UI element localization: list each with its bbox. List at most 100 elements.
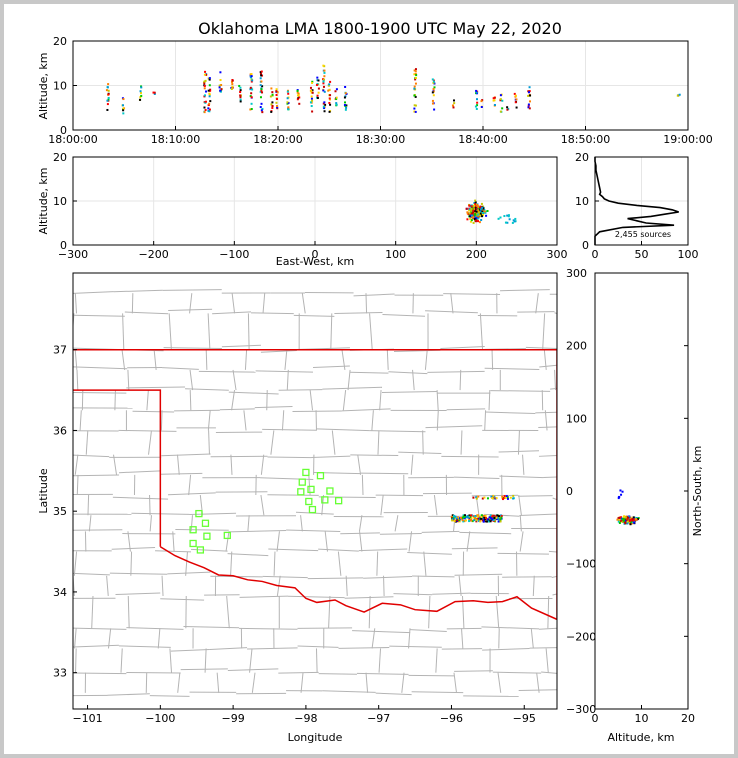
- lightning-source: [203, 95, 206, 98]
- county-line: [293, 314, 335, 317]
- lightning-source: [343, 104, 346, 107]
- lightning-source: [317, 79, 320, 82]
- county-line: [535, 411, 557, 414]
- time-height-sources: [105, 64, 681, 115]
- ns-height-ylabel: North-South, km: [691, 446, 704, 537]
- lightning-source: [458, 520, 461, 523]
- county-line: [243, 410, 247, 431]
- longitude-tick-label: −95: [513, 712, 536, 725]
- county-line: [458, 575, 462, 597]
- county-line: [189, 512, 237, 516]
- county-line: [227, 668, 279, 671]
- county-line: [519, 531, 524, 552]
- lightning-source: [617, 520, 620, 523]
- county-line: [393, 349, 441, 352]
- plan-view-sources: [450, 494, 515, 523]
- lightning-source: [275, 93, 278, 96]
- lightning-source: [636, 518, 639, 521]
- lightning-source: [497, 217, 500, 220]
- lightning-source: [261, 107, 264, 110]
- lightning-source: [465, 207, 468, 210]
- lightning-source: [107, 96, 110, 99]
- lightning-source: [261, 85, 264, 88]
- county-line: [551, 575, 557, 578]
- lightning-source: [204, 108, 207, 111]
- county-line: [422, 430, 424, 455]
- lightning-source: [511, 221, 514, 224]
- time-tick-label: 19:00:00: [663, 133, 712, 146]
- lightning-source: [310, 90, 313, 93]
- lightning-source: [476, 104, 479, 107]
- lightning-source: [230, 87, 233, 90]
- longitude-tick-label: −100: [145, 712, 175, 725]
- lightning-source: [207, 103, 210, 106]
- lightning-source: [499, 216, 502, 219]
- county-line: [75, 648, 77, 673]
- lightning-source: [276, 106, 279, 109]
- county-line: [160, 472, 203, 475]
- height-histogram-panel: 0 50 100 0 10 20 2,455 sources: [575, 151, 699, 261]
- county-line: [149, 495, 151, 516]
- lightning-source: [251, 88, 254, 91]
- county-line: [109, 572, 168, 575]
- lightning-source: [139, 90, 142, 93]
- lightning-source: [468, 204, 471, 207]
- lightning-source: [230, 80, 233, 83]
- lightning-source: [208, 95, 211, 98]
- lightning-source: [249, 95, 252, 98]
- lightning-source: [451, 514, 454, 517]
- lightning-source: [413, 69, 416, 72]
- lightning-source: [506, 214, 509, 217]
- county-line: [316, 428, 370, 432]
- county-line: [169, 648, 173, 673]
- county-line: [375, 692, 412, 696]
- lightning-source: [631, 522, 634, 525]
- ew-height-xlabel: East-West, km: [276, 255, 354, 268]
- lightning-source: [414, 104, 417, 107]
- lightning-source: [481, 215, 484, 218]
- county-line: [162, 367, 199, 370]
- county-line: [356, 672, 409, 675]
- lightning-source: [470, 214, 473, 217]
- lightning-source: [513, 220, 516, 223]
- latitude-tick-label: 37: [53, 344, 67, 357]
- lightning-source: [327, 84, 330, 87]
- lightning-source: [622, 519, 625, 522]
- county-line: [297, 627, 353, 629]
- lightning-source: [470, 519, 473, 522]
- county-line: [262, 293, 266, 314]
- lightning-source: [480, 105, 483, 108]
- lightning-source: [335, 97, 338, 100]
- lightning-source: [491, 516, 494, 519]
- lightning-source: [465, 516, 468, 519]
- red-river-border: [159, 546, 557, 621]
- county-line: [538, 455, 557, 457]
- lightning-source: [629, 523, 632, 526]
- lightning-source: [344, 101, 347, 104]
- county-line: [208, 430, 210, 455]
- altitude-tick-label: 20: [53, 151, 67, 164]
- county-line: [408, 674, 455, 677]
- time-height-ylabel: Altitude, km: [37, 52, 50, 119]
- histogram-ticks: 0 50 100 0 10 20: [575, 151, 699, 261]
- county-line: [207, 313, 211, 350]
- lightning-source: [122, 112, 125, 115]
- county-line: [161, 453, 211, 457]
- lightning-source: [203, 80, 206, 83]
- county-line: [168, 313, 172, 350]
- county-line: [543, 349, 547, 370]
- lightning-source: [473, 214, 476, 217]
- county-line: [73, 551, 78, 576]
- lightning-source: [296, 89, 299, 92]
- lightning-source: [676, 94, 679, 97]
- lightning-source: [620, 493, 623, 496]
- ns-height-sources: [616, 489, 640, 526]
- lightning-source: [431, 102, 434, 105]
- county-line: [88, 515, 92, 532]
- lightning-source: [203, 82, 206, 85]
- county-line: [428, 595, 431, 629]
- county-line: [539, 364, 557, 368]
- county-line: [292, 410, 342, 413]
- lightning-source: [209, 100, 212, 103]
- lightning-source: [287, 102, 290, 105]
